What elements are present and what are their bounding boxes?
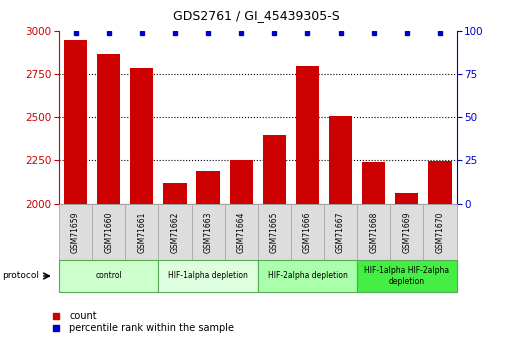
Text: GSM71661: GSM71661 <box>137 211 146 253</box>
Bar <box>163 183 187 204</box>
Bar <box>196 171 220 204</box>
Bar <box>296 66 319 204</box>
Bar <box>428 161 451 204</box>
Bar <box>362 162 385 204</box>
Text: GSM71667: GSM71667 <box>336 211 345 253</box>
Bar <box>64 40 87 204</box>
Bar <box>59 204 92 260</box>
Bar <box>258 204 291 260</box>
Bar <box>357 204 390 260</box>
Bar <box>125 204 159 260</box>
Text: HIF-1alpha HIF-2alpha
depletion: HIF-1alpha HIF-2alpha depletion <box>364 266 449 286</box>
Bar <box>59 260 159 292</box>
Text: HIF-1alpha depletion: HIF-1alpha depletion <box>168 272 248 280</box>
Text: GSM71660: GSM71660 <box>104 211 113 253</box>
Bar <box>357 260 457 292</box>
Text: GSM71668: GSM71668 <box>369 211 378 253</box>
Text: GSM71664: GSM71664 <box>236 211 246 253</box>
Bar <box>263 135 286 204</box>
Bar <box>159 260 258 292</box>
Text: GSM71663: GSM71663 <box>204 211 212 253</box>
Text: GSM71666: GSM71666 <box>303 211 312 253</box>
Text: GSM71662: GSM71662 <box>170 211 180 253</box>
Bar <box>390 204 423 260</box>
Bar <box>230 159 253 204</box>
Bar <box>324 204 357 260</box>
Text: protocol: protocol <box>3 272 40 280</box>
Bar <box>191 204 225 260</box>
Text: percentile rank within the sample: percentile rank within the sample <box>69 324 234 333</box>
Bar <box>225 204 258 260</box>
Bar <box>130 68 153 204</box>
Text: GDS2761 / GI_45439305-S: GDS2761 / GI_45439305-S <box>173 9 340 22</box>
Bar <box>396 193 419 204</box>
Text: HIF-2alpha depletion: HIF-2alpha depletion <box>268 272 347 280</box>
Bar <box>329 116 352 204</box>
Text: GSM71669: GSM71669 <box>402 211 411 253</box>
Bar <box>159 204 191 260</box>
Text: GSM71670: GSM71670 <box>436 211 444 253</box>
Bar <box>92 204 125 260</box>
Text: control: control <box>95 272 122 280</box>
Bar <box>291 204 324 260</box>
Text: GSM71665: GSM71665 <box>270 211 279 253</box>
Text: count: count <box>69 311 97 321</box>
Text: GSM71659: GSM71659 <box>71 211 80 253</box>
Bar <box>258 260 357 292</box>
Bar <box>97 54 120 204</box>
Bar <box>423 204 457 260</box>
